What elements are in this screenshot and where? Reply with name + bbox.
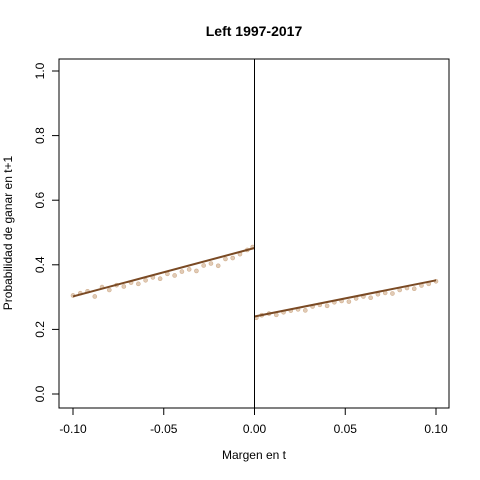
data-point [390,291,395,296]
data-point [215,263,221,269]
x-tick-label: 0.00 [243,422,267,436]
data-point [201,263,206,268]
data-point [121,284,127,289]
data-point [368,295,373,301]
scatter-points [70,244,439,321]
x-axis: -0.10 -0.05 0.00 0.05 0.10 [59,407,448,436]
data-point [107,287,112,293]
y-tick-label: 0.0 [33,385,47,402]
data-point [208,261,214,266]
y-tick-label: 0.4 [33,256,47,273]
y-axis-label: Probabilidad de ganar en t+1 [1,155,15,310]
data-point [92,294,98,299]
data-point [303,308,308,313]
data-point [411,286,417,292]
data-point [346,299,352,304]
data-point [179,269,185,274]
data-point [223,256,228,262]
x-tick-label: 0.05 [334,422,358,436]
data-point [324,303,330,309]
data-point [194,268,199,274]
x-tick-label: -0.10 [59,422,87,436]
data-point [172,273,177,278]
data-point [143,278,148,283]
x-axis-label: Margen en t [222,448,287,462]
data-point [136,281,141,287]
y-axis: 0.0 0.2 0.4 0.6 0.8 1.0 [33,62,60,402]
y-tick-label: 0.2 [33,321,47,338]
x-tick-label: 0.10 [424,422,448,436]
fit-lines [72,247,437,318]
data-point [230,255,236,261]
x-tick-label: -0.05 [150,422,178,436]
data-point [186,267,192,272]
y-tick-label: 1.0 [33,62,47,79]
fit-line-left [72,247,255,298]
chart-title: Left 1997-2017 [206,23,303,39]
y-tick-label: 0.8 [33,127,47,144]
data-point [273,312,279,318]
y-tick-label: 0.6 [33,192,47,209]
data-point [157,276,163,281]
fit-line-right [254,279,437,318]
